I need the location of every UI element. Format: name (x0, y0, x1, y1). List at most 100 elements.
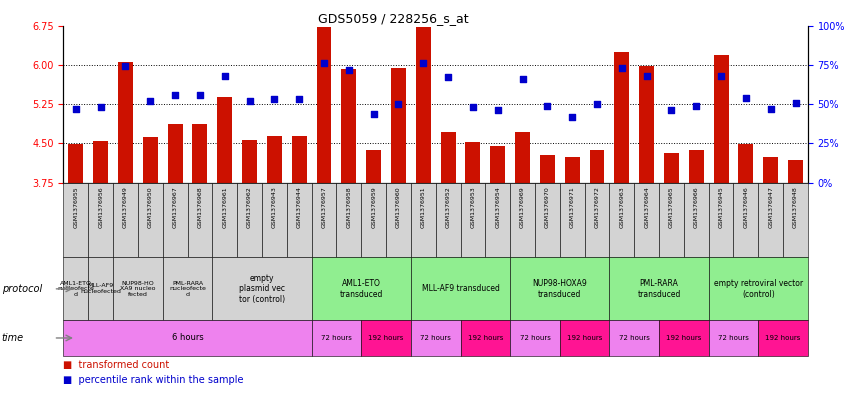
Bar (758, 183, 783, 257)
Point (714, 73, 728, 79)
Text: ■  transformed count: ■ transformed count (63, 360, 170, 369)
Text: GSM1376945: GSM1376945 (718, 186, 723, 228)
Bar (783, 183, 808, 257)
Bar (609, 320, 659, 356)
Bar (515, 132, 530, 183)
Bar (63, 183, 88, 257)
Bar (441, 132, 455, 183)
Text: GSM1376952: GSM1376952 (446, 186, 451, 228)
Point (168, 92, 182, 98)
Point (144, 98, 157, 104)
Text: PML-RARA
nucleofecte
d: PML-RARA nucleofecte d (169, 281, 206, 297)
Text: GSM1376972: GSM1376972 (595, 186, 600, 228)
Point (243, 98, 256, 104)
Bar (386, 183, 411, 257)
Bar (337, 183, 361, 257)
Point (94, 104, 107, 110)
Bar (242, 140, 257, 183)
Text: 6 hours: 6 hours (172, 334, 203, 342)
Bar (361, 183, 386, 257)
Text: 72 hours: 72 hours (718, 335, 749, 341)
Bar (88, 257, 113, 320)
Bar (585, 183, 609, 257)
Text: ■  percentile rank within the sample: ■ percentile rank within the sample (63, 375, 244, 385)
Bar (540, 156, 555, 183)
Bar (714, 55, 728, 183)
Point (516, 76, 530, 82)
Bar (361, 320, 411, 356)
Text: 72 hours: 72 hours (618, 335, 650, 341)
Point (739, 95, 753, 101)
Bar (614, 52, 629, 183)
Bar (460, 183, 486, 257)
Point (615, 65, 629, 71)
Text: empty retroviral vector
(control): empty retroviral vector (control) (714, 279, 803, 299)
Bar (709, 183, 733, 257)
Bar (609, 257, 709, 320)
Text: GSM1376949: GSM1376949 (123, 186, 128, 228)
Bar (411, 320, 460, 356)
Bar (659, 320, 709, 356)
Bar (535, 183, 560, 257)
Bar (316, 27, 332, 183)
Bar (311, 320, 361, 356)
Bar (411, 257, 510, 320)
Bar (634, 183, 659, 257)
Bar (366, 150, 381, 183)
Text: GSM1376957: GSM1376957 (321, 186, 327, 228)
Text: GSM1376953: GSM1376953 (470, 186, 475, 228)
Text: GDS5059 / 228256_s_at: GDS5059 / 228256_s_at (318, 12, 469, 25)
Point (466, 104, 480, 110)
Point (193, 92, 206, 98)
Text: GSM1376948: GSM1376948 (793, 186, 798, 228)
Text: empty
plasmid vec
tor (control): empty plasmid vec tor (control) (239, 274, 285, 304)
Text: GSM1376968: GSM1376968 (197, 186, 202, 228)
Bar (63, 257, 88, 320)
Point (764, 106, 777, 112)
Bar (689, 150, 704, 183)
Text: 72 hours: 72 hours (420, 335, 451, 341)
Point (367, 110, 381, 117)
Bar (63, 320, 311, 356)
Text: 72 hours: 72 hours (519, 335, 551, 341)
Text: MLL-AF9
nucleofected: MLL-AF9 nucleofected (80, 283, 121, 294)
Bar (465, 142, 481, 183)
Bar (609, 183, 634, 257)
Bar (168, 124, 183, 183)
Bar (411, 183, 436, 257)
Point (591, 101, 604, 107)
Bar (113, 257, 162, 320)
Point (665, 107, 678, 114)
Text: 192 hours: 192 hours (468, 335, 503, 341)
Bar (212, 257, 311, 320)
Bar (664, 153, 678, 183)
Text: 192 hours: 192 hours (666, 335, 701, 341)
Text: GSM1376944: GSM1376944 (297, 186, 302, 228)
Bar (491, 146, 505, 183)
Bar (113, 183, 138, 257)
Text: GSM1376950: GSM1376950 (148, 186, 153, 228)
Bar (143, 137, 157, 183)
Bar (262, 183, 287, 257)
Text: GSM1376960: GSM1376960 (396, 186, 401, 228)
Bar (659, 183, 684, 257)
Point (640, 73, 653, 79)
Bar (118, 62, 133, 183)
Text: 192 hours: 192 hours (567, 335, 602, 341)
Bar (217, 97, 232, 183)
Text: NUP98-HO
XA9 nucleo
fected: NUP98-HO XA9 nucleo fected (120, 281, 156, 297)
Bar (237, 183, 262, 257)
Bar (93, 141, 108, 183)
Point (342, 66, 355, 73)
Bar (311, 257, 411, 320)
Bar (138, 183, 162, 257)
Text: MLL-AF9 transduced: MLL-AF9 transduced (421, 285, 499, 293)
Text: PML-RARA
transduced: PML-RARA transduced (637, 279, 681, 299)
Point (541, 103, 554, 109)
Bar (292, 136, 306, 183)
Text: GSM1376946: GSM1376946 (744, 186, 749, 228)
Bar (287, 183, 311, 257)
Text: GSM1376961: GSM1376961 (222, 186, 228, 228)
Text: GSM1376955: GSM1376955 (74, 186, 79, 228)
Bar (69, 145, 83, 183)
